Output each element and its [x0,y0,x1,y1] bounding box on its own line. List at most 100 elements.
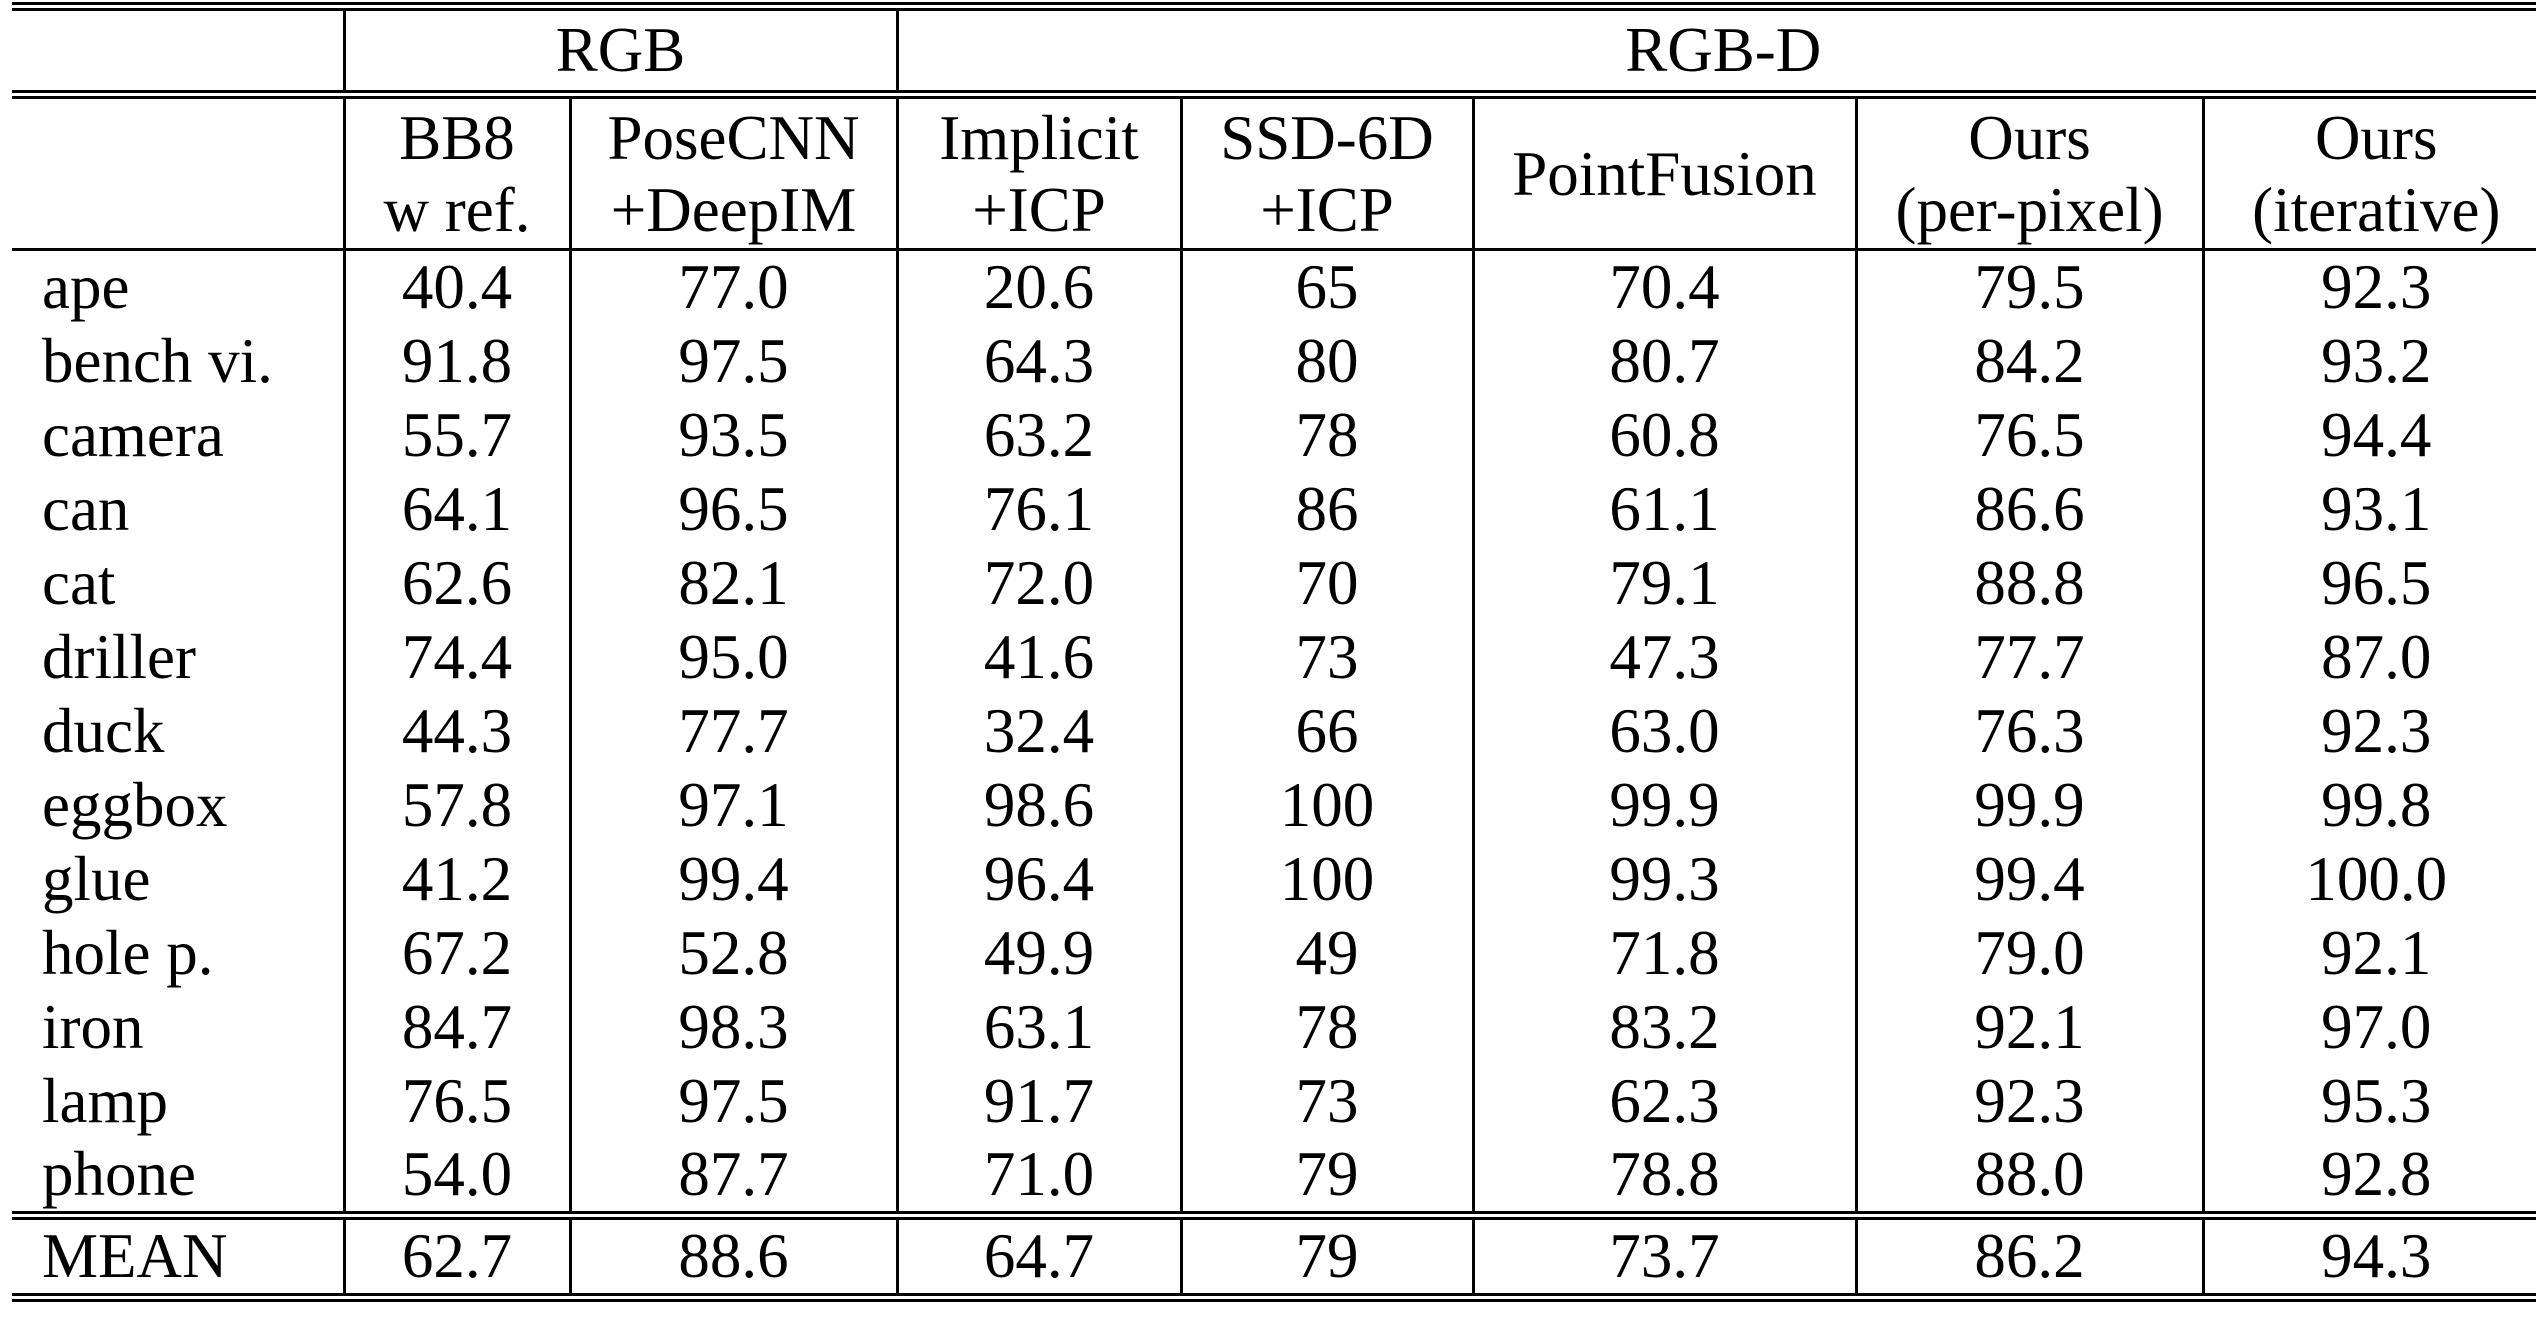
value-cell: 80.7 [1471,324,1857,398]
group-header-rgb: RGB [342,2,898,95]
value-cell: 93.5 [568,398,898,472]
value-cell: 88.6 [568,1211,898,1302]
table-row: can 64.1 96.5 76.1 86 61.1 86.6 93.1 [12,472,2536,546]
value-cell: 92.3 [1854,1064,2204,1138]
value-cell: 100.0 [2201,842,2536,916]
value-cell: 49.9 [895,916,1182,990]
method-header-line: +DeepIM [610,174,857,245]
method-header-line: Ours [1968,102,2091,173]
mean-row: MEAN 62.7 88.6 64.7 79 73.7 86.2 94.3 [12,1211,2536,1302]
value-cell: 86 [1179,472,1474,546]
table-row: bench vi. 91.8 97.5 64.3 80 80.7 84.2 93.2 [12,324,2536,398]
value-cell: 47.3 [1471,620,1857,694]
value-cell: 61.1 [1471,472,1857,546]
value-cell: 96.5 [2201,546,2536,620]
method-header-line: SSD-6D [1220,102,1434,173]
method-header-line: PoseCNN [607,102,860,173]
value-cell: 66 [1179,694,1474,768]
value-cell: 73 [1179,1064,1474,1138]
value-cell: 70.4 [1471,248,1857,324]
value-cell: 32.4 [895,694,1182,768]
value-cell: 92.1 [2201,916,2536,990]
value-cell: 40.4 [342,248,570,324]
method-header-ours-perpixel: Ours (per-pixel) [1854,90,2204,250]
method-header-line: w ref. [383,174,531,245]
value-cell: 100 [1179,842,1474,916]
value-cell: 76.1 [895,472,1182,546]
method-header-ours-iterative: Ours (iterative) [2201,90,2536,250]
value-cell: 73.7 [1471,1211,1857,1302]
table-row: phone 54.0 87.7 71.0 79 78.8 88.0 92.8 [12,1138,2536,1216]
value-cell: 54.0 [342,1138,570,1216]
table-row: hole p. 67.2 52.8 49.9 49 71.8 79.0 92.1 [12,916,2536,990]
value-cell: 64.7 [895,1211,1182,1302]
group-header-row: RGB RGB-D [12,2,2536,95]
value-cell: 78.8 [1471,1138,1857,1216]
table-row: cat 62.6 82.1 72.0 70 79.1 88.8 96.5 [12,546,2536,620]
table-row: lamp 76.5 97.5 91.7 73 62.3 92.3 95.3 [12,1064,2536,1138]
value-cell: 84.2 [1854,324,2204,398]
value-cell: 87.0 [2201,620,2536,694]
object-name-cell: iron [42,991,144,1062]
value-cell: 91.7 [895,1064,1182,1138]
value-cell: 97.5 [568,324,898,398]
method-header-line: Implicit [939,102,1139,173]
value-cell: 78 [1179,990,1474,1064]
value-cell: 77.7 [568,694,898,768]
value-cell: 44.3 [342,694,570,768]
method-header-line: PointFusion [1512,138,1817,209]
table-row: iron 84.7 98.3 63.1 78 83.2 92.1 97.0 [12,990,2536,1064]
value-cell: 79.5 [1854,248,2204,324]
value-cell: 92.8 [2201,1138,2536,1216]
table-row: eggbox 57.8 97.1 98.6 100 99.9 99.9 99.8 [12,768,2536,842]
value-cell: 80 [1179,324,1474,398]
value-cell: 84.7 [342,990,570,1064]
value-cell: 76.5 [1854,398,2204,472]
corner-cell [12,2,344,95]
value-cell: 93.1 [2201,472,2536,546]
value-cell: 60.8 [1471,398,1857,472]
value-cell: 93.2 [2201,324,2536,398]
value-cell: 67.2 [342,916,570,990]
value-cell: 96.4 [895,842,1182,916]
value-cell: 71.8 [1471,916,1857,990]
value-cell: 70 [1179,546,1474,620]
object-name-cell: glue [42,843,151,914]
value-cell: 63.2 [895,398,1182,472]
value-cell: 79 [1179,1211,1474,1302]
object-name-cell: camera [42,399,224,470]
value-cell: 88.8 [1854,546,2204,620]
value-cell: 57.8 [342,768,570,842]
value-cell: 86.2 [1854,1211,2204,1302]
table-row: camera 55.7 93.5 63.2 78 60.8 76.5 94.4 [12,398,2536,472]
table-body: ape 40.4 77.0 20.6 65 70.4 79.5 92.3 bench vi. 91… [12,248,2536,1302]
value-cell: 62.7 [342,1211,570,1302]
value-cell: 92.1 [1854,990,2204,1064]
value-cell: 95.3 [2201,1064,2536,1138]
object-name-cell: driller [42,621,196,692]
object-name-cell: ape [12,248,344,324]
value-cell: 65 [1179,248,1474,324]
method-header-row: BB8 w ref. PoseCNN +DeepIM Implicit +ICP… [12,90,2536,250]
value-cell: 77.7 [1854,620,2204,694]
method-header-line: (iterative) [2252,174,2501,245]
value-cell: 96.5 [568,472,898,546]
object-name-cell: lamp [42,1065,168,1136]
method-header-line: Ours [2315,102,2438,173]
object-name-cell: MEAN [12,1211,344,1302]
value-cell: 52.8 [568,916,898,990]
value-cell: 79.0 [1854,916,2204,990]
method-header-bb8: BB8 w ref. [342,90,570,250]
value-cell: 83.2 [1471,990,1857,1064]
value-cell: 73 [1179,620,1474,694]
results-table: RGB RGB-D BB8 w ref. PoseCNN +DeepIM Imp… [12,2,2536,1302]
value-cell: 92.3 [2201,248,2536,324]
value-cell: 97.5 [568,1064,898,1138]
value-cell: 79.1 [1471,546,1857,620]
value-cell: 99.4 [568,842,898,916]
value-cell: 98.6 [895,768,1182,842]
value-cell: 100 [1179,768,1474,842]
value-cell: 97.1 [568,768,898,842]
value-cell: 86.6 [1854,472,2204,546]
object-name-cell: bench vi. [42,325,273,396]
